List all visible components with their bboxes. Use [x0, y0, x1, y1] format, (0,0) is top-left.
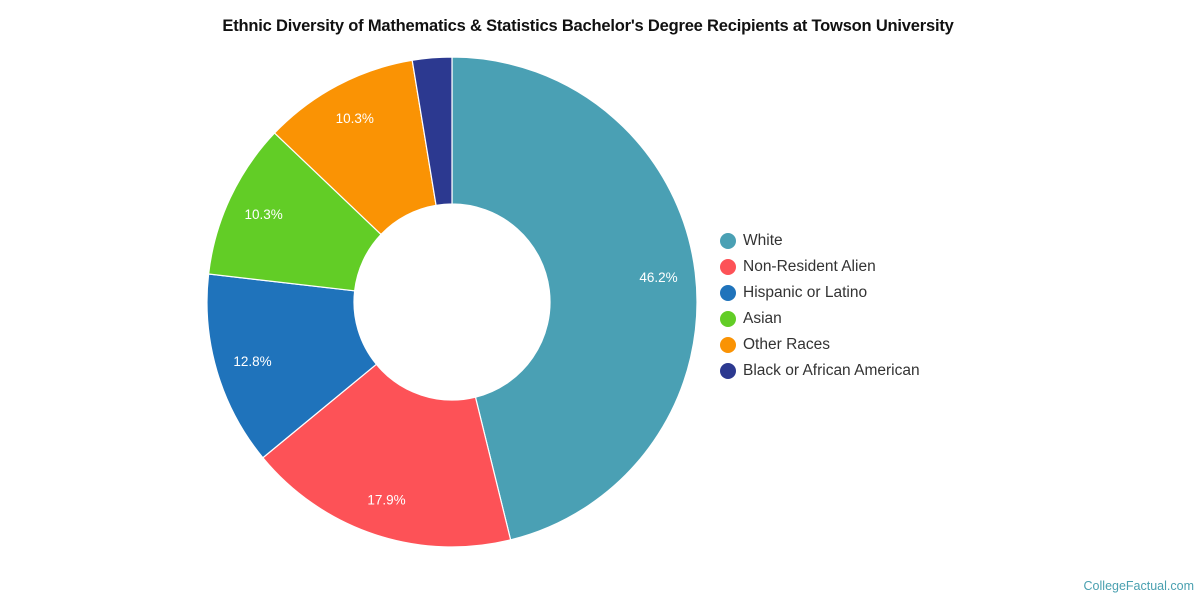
chart-title: Ethnic Diversity of Mathematics & Statis…	[222, 17, 954, 35]
legend-label: Black or African American	[743, 362, 920, 379]
slice-labels: 46.2% 17.9% 12.8% 10.3% 10.3%	[233, 111, 677, 507]
legend-dot-icon	[720, 363, 736, 379]
legend-item-non-resident-alien[interactable]: Non-Resident Alien	[720, 254, 920, 280]
legend-dot-icon	[720, 311, 736, 327]
legend-label: Other Races	[743, 336, 831, 353]
donut-slices	[206, 56, 698, 548]
legend-label: White	[743, 232, 783, 249]
legend: White Non-Resident Alien Hispanic or Lat…	[720, 228, 920, 384]
legend-dot-icon	[720, 285, 736, 301]
slice-label: 10.3%	[244, 207, 282, 222]
slice-black-or-african-american[interactable]	[411, 56, 453, 206]
slice-label: 12.8%	[233, 354, 271, 369]
credit-link[interactable]: CollegeFactual.com	[1083, 579, 1194, 593]
slice-label: 46.2%	[639, 270, 677, 285]
slice-label: 17.9%	[367, 492, 405, 507]
legend-label: Non-Resident Alien	[743, 258, 876, 275]
legend-label: Asian	[743, 310, 782, 327]
slice-non-resident-alien[interactable]	[262, 363, 512, 548]
legend-dot-icon	[720, 337, 736, 353]
legend-item-asian[interactable]: Asian	[720, 306, 920, 332]
slice-label: 10.3%	[336, 111, 374, 126]
legend-item-other-races[interactable]: Other Races	[720, 332, 920, 358]
slice-other-races[interactable]	[273, 59, 437, 236]
legend-label: Hispanic or Latino	[743, 284, 868, 301]
legend-item-white[interactable]: White	[720, 228, 920, 254]
legend-item-hispanic-or-latino[interactable]: Hispanic or Latino	[720, 280, 920, 306]
legend-item-black-or-african-american[interactable]: Black or African American	[720, 358, 920, 384]
slice-hispanic-or-latino[interactable]	[206, 273, 378, 459]
legend-dot-icon	[720, 233, 736, 249]
slice-white[interactable]	[451, 56, 698, 541]
slice-asian[interactable]	[207, 132, 382, 292]
legend-dot-icon	[720, 259, 736, 275]
